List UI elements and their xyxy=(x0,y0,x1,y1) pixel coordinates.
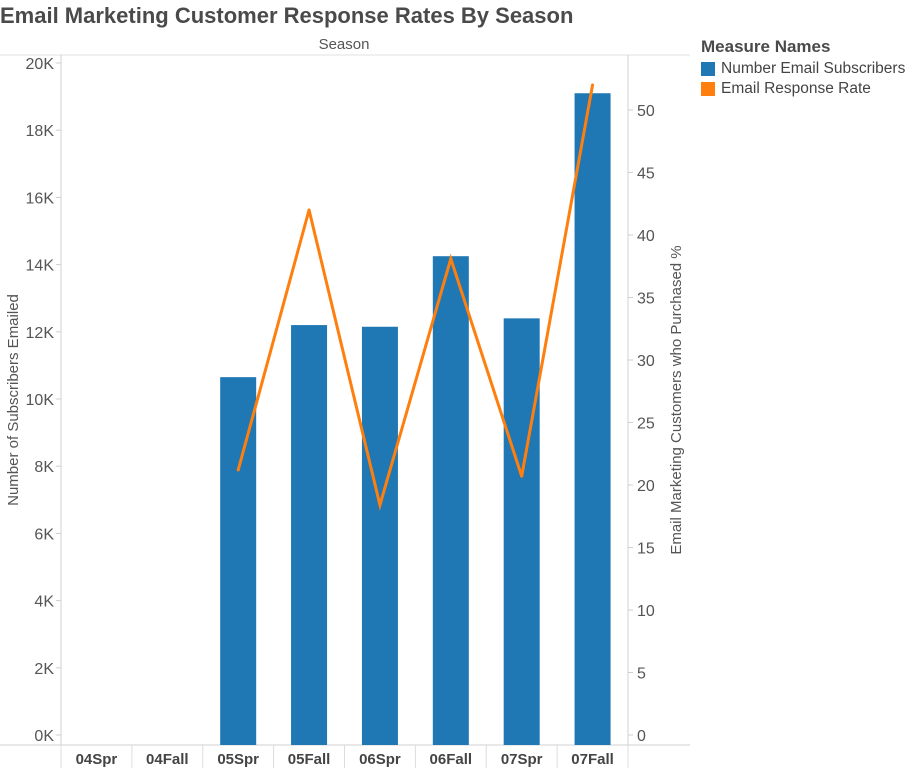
legend-swatch-response-rate xyxy=(701,82,715,96)
bar-05Spr xyxy=(220,377,257,745)
legend-item-subscribers[interactable]: Number Email Subscribers xyxy=(701,59,905,79)
legend-swatch-subscribers xyxy=(701,62,715,76)
bar-06Fall xyxy=(432,256,469,745)
legend-item-response-rate[interactable]: Email Response Rate xyxy=(701,79,905,99)
legend-label-response-rate: Email Response Rate xyxy=(721,80,871,97)
y-tick-label: 2K xyxy=(34,661,54,678)
y-tick-label: 4K xyxy=(34,594,54,611)
y2-tick-label: 35 xyxy=(637,291,655,308)
y2-tick-label: 0 xyxy=(637,728,646,745)
legend: Measure Names Number Email Subscribers E… xyxy=(701,37,905,99)
x-tick-label: 07Fall xyxy=(571,751,614,768)
x-tick-label: 06Fall xyxy=(430,751,473,768)
line-point-05Spr xyxy=(236,468,240,472)
y-tick-label: 6K xyxy=(34,526,54,543)
x-tick-label: 04Spr xyxy=(76,751,118,768)
x-tick-label: 05Spr xyxy=(217,751,259,768)
y-tick-label: 20K xyxy=(26,56,55,73)
y-tick-label: 18K xyxy=(26,123,55,140)
y-tick-label: 10K xyxy=(26,392,55,409)
y2-tick-label: 15 xyxy=(637,541,655,558)
legend-label-subscribers: Number Email Subscribers xyxy=(721,60,906,77)
y-tick-label: 16K xyxy=(26,190,55,207)
y2-tick-label: 5 xyxy=(637,666,646,683)
line-point-07Spr xyxy=(520,474,524,478)
legend-title: Measure Names xyxy=(701,37,831,56)
y-tick-label: 8K xyxy=(34,459,54,476)
y-tick-label: 14K xyxy=(26,258,55,275)
line-point-07Fall xyxy=(591,83,595,87)
bar-06Spr xyxy=(361,326,398,745)
y-tick-label: 0K xyxy=(34,728,54,745)
y2-axis-title: Email Marketing Customers who Purchased … xyxy=(668,245,685,554)
plot-area: Season 0K 2K 4K 6K 8K 10K 12K 14K 16K 18K 20K Number… xyxy=(0,36,690,768)
line-point-06Spr xyxy=(378,503,382,507)
line-point-05Fall xyxy=(307,208,311,212)
y-tick-label: 12K xyxy=(26,325,55,342)
y2-tick-label: 40 xyxy=(637,228,655,245)
x-tick-label: 06Spr xyxy=(359,751,401,768)
y2-tick-label: 50 xyxy=(637,103,655,120)
bar-05Fall xyxy=(291,325,328,745)
y2-tick-label: 30 xyxy=(637,353,655,370)
bar-07Fall xyxy=(574,93,611,746)
response-rate-line xyxy=(236,84,595,511)
y-axis-title: Number of Subscribers Emailed xyxy=(5,294,22,506)
y2-tick-label: 10 xyxy=(637,603,655,620)
bar-07Spr xyxy=(503,318,540,745)
x-axis-title: Season xyxy=(319,36,370,53)
x-tick-label: 04Fall xyxy=(146,751,189,768)
y2-tick-label: 45 xyxy=(637,166,655,183)
y2-tick-label: 25 xyxy=(637,416,655,433)
y2-tick-label: 20 xyxy=(637,478,655,495)
x-tick-label: 05Fall xyxy=(288,751,331,768)
x-tick-label: 07Spr xyxy=(501,751,543,768)
line-point-06Fall xyxy=(449,257,453,261)
chart-title: Email Marketing Customer Response Rates … xyxy=(0,3,574,28)
